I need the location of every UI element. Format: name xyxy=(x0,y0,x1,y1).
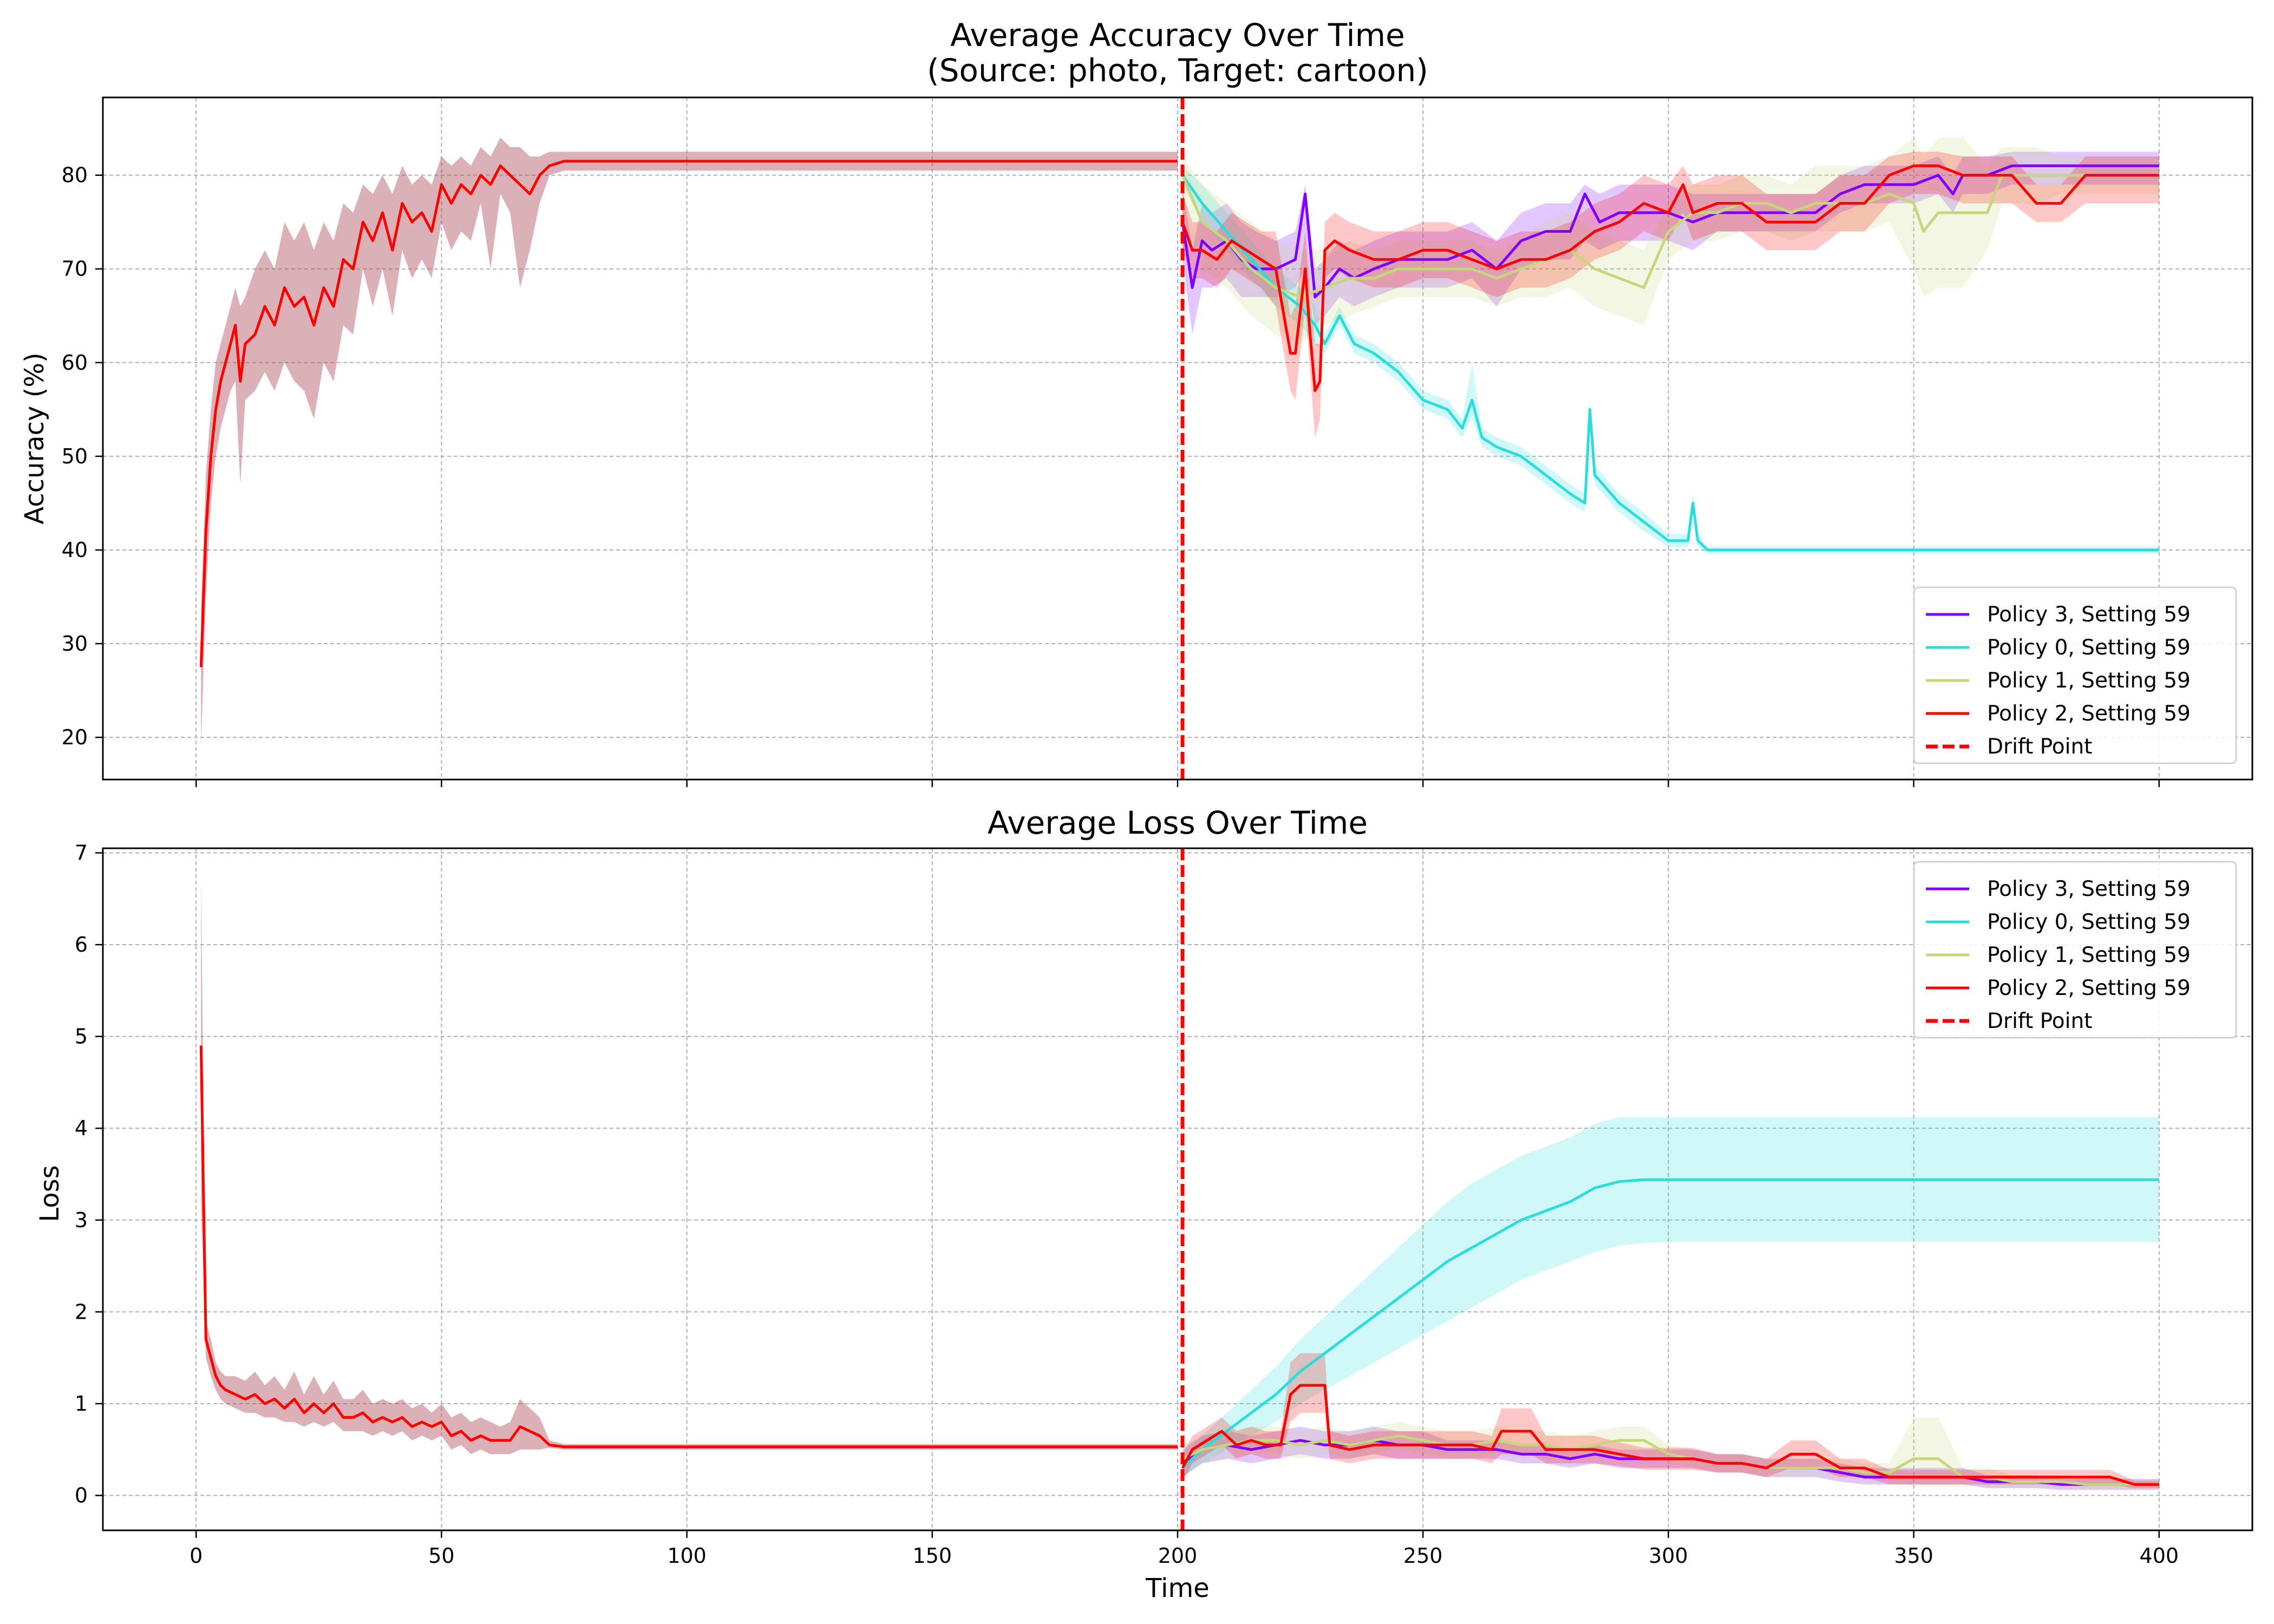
loss-y-tick-label: 0 xyxy=(75,1484,88,1508)
top-chart-title-line2: (Source: photo, Target: cartoon) xyxy=(927,52,1428,89)
loss-y-tick-label: 5 xyxy=(75,1025,88,1049)
accuracy-legend-label: Policy 3, Setting 59 xyxy=(1987,603,2191,627)
loss-pre-drift-band xyxy=(201,880,1178,1455)
top-chart-title-line1: Average Accuracy Over Time xyxy=(950,17,1405,54)
accuracy-series-0-band xyxy=(1182,152,2159,335)
accuracy-y-tick-label: 20 xyxy=(62,725,88,749)
loss-legend-box xyxy=(1913,861,2237,1039)
loss-series-1-line xyxy=(1181,1178,2159,1469)
loss-x-tick-label: 50 xyxy=(428,1544,454,1568)
loss-series-3-line xyxy=(1181,1384,2159,1486)
loss-x-tick-label: 400 xyxy=(2140,1544,2179,1568)
loss-x-tick-label: 150 xyxy=(913,1544,952,1568)
bottom-y-axis-label: Loss xyxy=(35,1165,65,1222)
accuracy-y-tick-label: 60 xyxy=(62,351,88,375)
loss-x-tick-label: 350 xyxy=(1894,1544,1933,1568)
accuracy-y-tick-label: 80 xyxy=(62,163,88,187)
loss-y-tick-label: 7 xyxy=(75,841,88,865)
x-axis-label: Time xyxy=(1145,1573,1209,1603)
loss-series-2-line xyxy=(1182,1434,2159,1486)
accuracy-legend-label: Policy 2, Setting 59 xyxy=(1987,702,2191,726)
loss-legend-label: Policy 3, Setting 59 xyxy=(1987,877,2191,901)
accuracy-y-tick-label: 70 xyxy=(62,257,88,281)
loss-series-1-band xyxy=(1182,1117,2159,1477)
accuracy-y-tick-label: 40 xyxy=(62,538,88,562)
accuracy-y-tick-label: 50 xyxy=(62,444,88,468)
loss-axes-frame xyxy=(102,847,2253,1531)
loss-y-tick-label: 3 xyxy=(75,1208,88,1232)
accuracy-legend-label: Drift Point xyxy=(1987,735,2092,759)
loss-x-tick-label: 200 xyxy=(1158,1544,1198,1568)
accuracy-series-3-line xyxy=(1181,164,2159,392)
loss-x-tick-label: 250 xyxy=(1403,1544,1443,1568)
loss-legend-label: Policy 2, Setting 59 xyxy=(1987,976,2191,1000)
loss-x-tick-label: 0 xyxy=(190,1544,202,1568)
bottom-chart-title: Average Loss Over Time xyxy=(988,804,1368,841)
accuracy-series-2-band xyxy=(1182,137,2159,344)
loss-x-tick-label: 100 xyxy=(667,1544,707,1568)
loss-plot: 0 50 100 150 200 250 300 350 400 0 1 2 3 4 5 6 7 Policy 3… xyxy=(75,841,2253,1568)
loss-legend-label: Policy 1, Setting 59 xyxy=(1987,943,2191,967)
loss-x-tick-label: 300 xyxy=(1649,1544,1688,1568)
loss-legend-label: Policy 0, Setting 59 xyxy=(1987,910,2191,934)
loss-y-tick-label: 4 xyxy=(75,1116,88,1140)
accuracy-axes-frame xyxy=(102,96,2253,781)
accuracy-legend-label: Policy 1, Setting 59 xyxy=(1987,669,2191,693)
accuracy-series-3-band xyxy=(1182,152,2159,438)
loss-y-tick-label: 1 xyxy=(75,1392,88,1416)
accuracy-legend-label: Policy 0, Setting 59 xyxy=(1987,636,2191,660)
loss-legend-label: Drift Point xyxy=(1987,1009,2092,1033)
accuracy-y-tick-label: 30 xyxy=(62,632,88,656)
loss-legend: Policy 3, Setting 59 Policy 0, Setting 59… xyxy=(1913,861,2237,1039)
loss-series-3-band xyxy=(1182,1353,2159,1488)
loss-y-tick-label: 2 xyxy=(75,1300,88,1324)
loss-y-tick-label: 6 xyxy=(75,933,88,957)
accuracy-series-1-band xyxy=(1182,166,2159,554)
top-y-axis-label: Accuracy (%) xyxy=(19,352,50,524)
accuracy-legend-box xyxy=(1913,586,2237,764)
loss-pre-drift-line xyxy=(199,1045,1178,1449)
accuracy-legend: Policy 3, Setting 59 Policy 0, Setting 59… xyxy=(1913,586,2237,764)
accuracy-pre-drift-line xyxy=(199,160,1178,667)
